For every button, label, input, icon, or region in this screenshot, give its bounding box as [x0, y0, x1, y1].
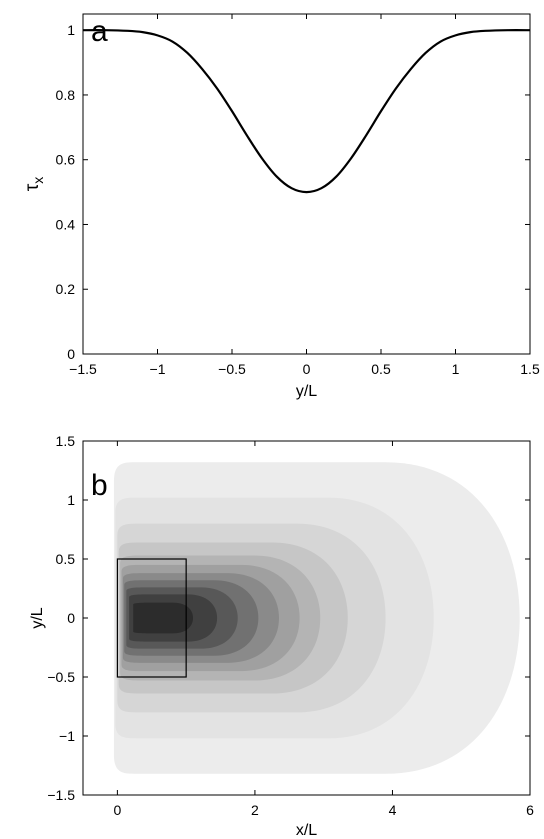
panel-a-y-tick-label: 1 [67, 22, 75, 38]
svg-text:τx: τx [22, 177, 46, 192]
panel-b-x-axis-label: x/L [296, 822, 317, 839]
panel-b-y-tick-label: 1.5 [56, 433, 76, 449]
panel-a-x-axis-label: y/L [296, 383, 317, 400]
panel-b-axes-frame [82, 440, 531, 796]
panel-b-y-tick-label: −0.5 [47, 669, 75, 685]
panel-a-x-tick-label: −1 [150, 361, 166, 377]
panel-a-x-tick-label: 1 [452, 361, 460, 377]
tau-symbol: τ [22, 183, 43, 191]
panel-a-x-tick-label: 0.5 [371, 361, 391, 377]
forcing-region-box [116, 558, 187, 678]
panel-a-y-tick-label: 0.4 [56, 216, 76, 232]
panel-a-y-axis-label: τx [22, 177, 46, 192]
panel-a-x-tick-label: −0.5 [218, 361, 246, 377]
panel-b-x-tick-label: 6 [526, 802, 534, 818]
contour-level-11 [133, 602, 194, 634]
panel-b-x-tick-label: 4 [389, 802, 397, 818]
panel-a-ticks: −1.5 −1 −0.5 0 0.5 1 1.5 0 0.2 0.4 0.6 0.8 1 [56, 14, 540, 377]
panel-a-y-tick-label: 0.2 [56, 281, 76, 297]
tau-subscript: x [30, 177, 46, 184]
panel-b-y-tick-label: 0 [67, 610, 75, 626]
panel-b-y-tick-label: 1 [67, 492, 75, 508]
panel-b-y-axis-label: y/L [29, 607, 46, 628]
panel-a-y-tick-label: 0.6 [56, 152, 76, 168]
contour-fills [113, 462, 520, 774]
tau-x-profile-line [82, 29, 531, 194]
panel-b-contour-chart: 0 2 4 6 −1.5 −1 −0.5 0 0.5 1 1.5 b x/L y/L [29, 433, 534, 839]
panel-b-x-tick-label: 0 [113, 802, 121, 818]
panel-b-y-tick-label: 0.5 [56, 551, 76, 567]
panel-b-y-tick-label: −1.5 [47, 787, 75, 803]
panel-a-axes-frame [82, 13, 531, 355]
panel-a-y-tick-label: 0 [67, 346, 75, 362]
panel-a-line-chart: −1.5 −1 −0.5 0 0.5 1 1.5 0 0.2 0.4 0.6 0.8 1 a y/L τ… [22, 13, 540, 400]
panel-b-y-tick-label: −1 [59, 728, 75, 744]
panel-a-x-tick-label: −1.5 [69, 361, 97, 377]
panel-a-label: a [91, 15, 108, 48]
panel-b-contours [113, 462, 520, 774]
panel-a-x-tick-label: 0 [303, 361, 311, 377]
panel-b-x-tick-label: 2 [251, 802, 259, 818]
panel-b-label: b [91, 469, 108, 502]
panel-a-y-tick-label: 0.8 [56, 87, 76, 103]
panel-a-x-tick-label: 1.5 [520, 361, 540, 377]
